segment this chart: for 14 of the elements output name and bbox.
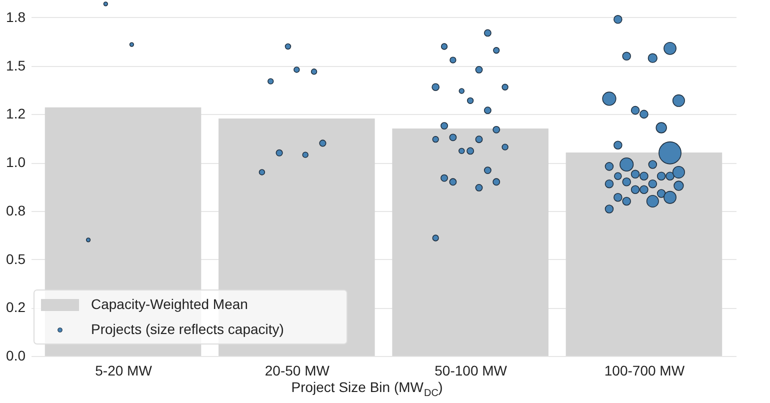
y-tick-label: 0.8 xyxy=(6,202,26,218)
x-tick-label: 5-20 MW xyxy=(95,362,153,378)
x-tick-label: 50-100 MW xyxy=(434,362,508,378)
legend-label: Projects (size reflects capacity) xyxy=(91,321,284,337)
y-tick-label: 1.8 xyxy=(6,8,26,25)
y-tick-label: 1.0 xyxy=(6,154,26,170)
y-tick-label: 0.5 xyxy=(6,250,26,267)
x-tick-label: 100-700 MW xyxy=(604,362,686,378)
y-tick-label: 1.5 xyxy=(6,57,26,74)
y-tick-label: 0.2 xyxy=(6,299,26,316)
x-tick-label: 20-50 MW xyxy=(264,362,330,378)
y-tick-label: 0.0 xyxy=(6,348,26,364)
y-tick-label: 1.2 xyxy=(6,106,26,122)
legend-label: Capacity-Weighted Mean xyxy=(91,296,248,312)
